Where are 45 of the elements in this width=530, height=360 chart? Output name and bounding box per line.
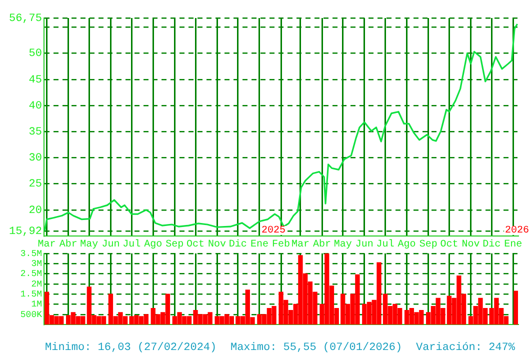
annotation: 2025 (261, 226, 286, 237)
annotation: 2026 (504, 226, 530, 237)
y-tick-label: 56,75 (8, 12, 42, 25)
text: Maximo: 55,55 (07/01/2026) (230, 342, 402, 354)
x-tick-label: Ago (144, 240, 162, 251)
y-tick-label: 500K (20, 310, 43, 320)
x-tick-label: May (80, 240, 98, 251)
x-tick-label: Dic (482, 238, 501, 251)
y-tick-label: 3M (31, 258, 42, 269)
y-tick-label: 2M (31, 279, 42, 290)
bar (514, 290, 518, 325)
x-tick-label: Jul (122, 238, 141, 251)
x-tick-label: Jul (376, 238, 394, 251)
x-tick-label: Ago (398, 240, 416, 251)
y-tick-label: 15,92 (8, 226, 42, 238)
y-tick-label: 1.5M (20, 289, 42, 300)
x-tick-label: Dic (228, 238, 247, 251)
x-tick-label: Sep (166, 240, 184, 251)
y-tick-label: 45 (28, 74, 42, 86)
x-tick-label: Nov (208, 240, 226, 251)
x-tick-label: Ene (504, 240, 522, 251)
x-tick-label: Abr (59, 238, 78, 251)
x-tick-label: Oct (186, 240, 205, 251)
x-tick-label: Oct (440, 240, 458, 251)
x-tick-label: May (334, 240, 352, 251)
y-tick-label: 50 (28, 48, 42, 60)
y-tick-label: 25 (28, 178, 42, 191)
x-tick-label: Sep (419, 240, 438, 251)
text: Variación: 247% (416, 342, 515, 354)
y-tick-label: 20 (28, 204, 42, 217)
x-tick-label: Jun (102, 240, 120, 251)
y-tick-label: 40 (28, 100, 42, 112)
y-tick-label: 2.5M (20, 269, 42, 280)
x-tick-label: Mar (291, 240, 310, 251)
text: Minimo: 16,03 (27/02/2024) (45, 342, 217, 354)
y-tick-label: 30 (28, 152, 42, 165)
x-tick-label: Feb (272, 238, 290, 251)
x-tick-label: Nov (462, 240, 480, 251)
y-tick-label: 35 (28, 126, 42, 138)
y-tick-label: 1M (31, 300, 42, 310)
x-tick-label: Jun (355, 240, 374, 251)
x-tick-label: Ene (250, 240, 268, 251)
x-tick-label: Abr (313, 238, 332, 251)
y-tick-label: 3.5M (20, 248, 42, 259)
x-tick-label: Mar (38, 240, 56, 251)
